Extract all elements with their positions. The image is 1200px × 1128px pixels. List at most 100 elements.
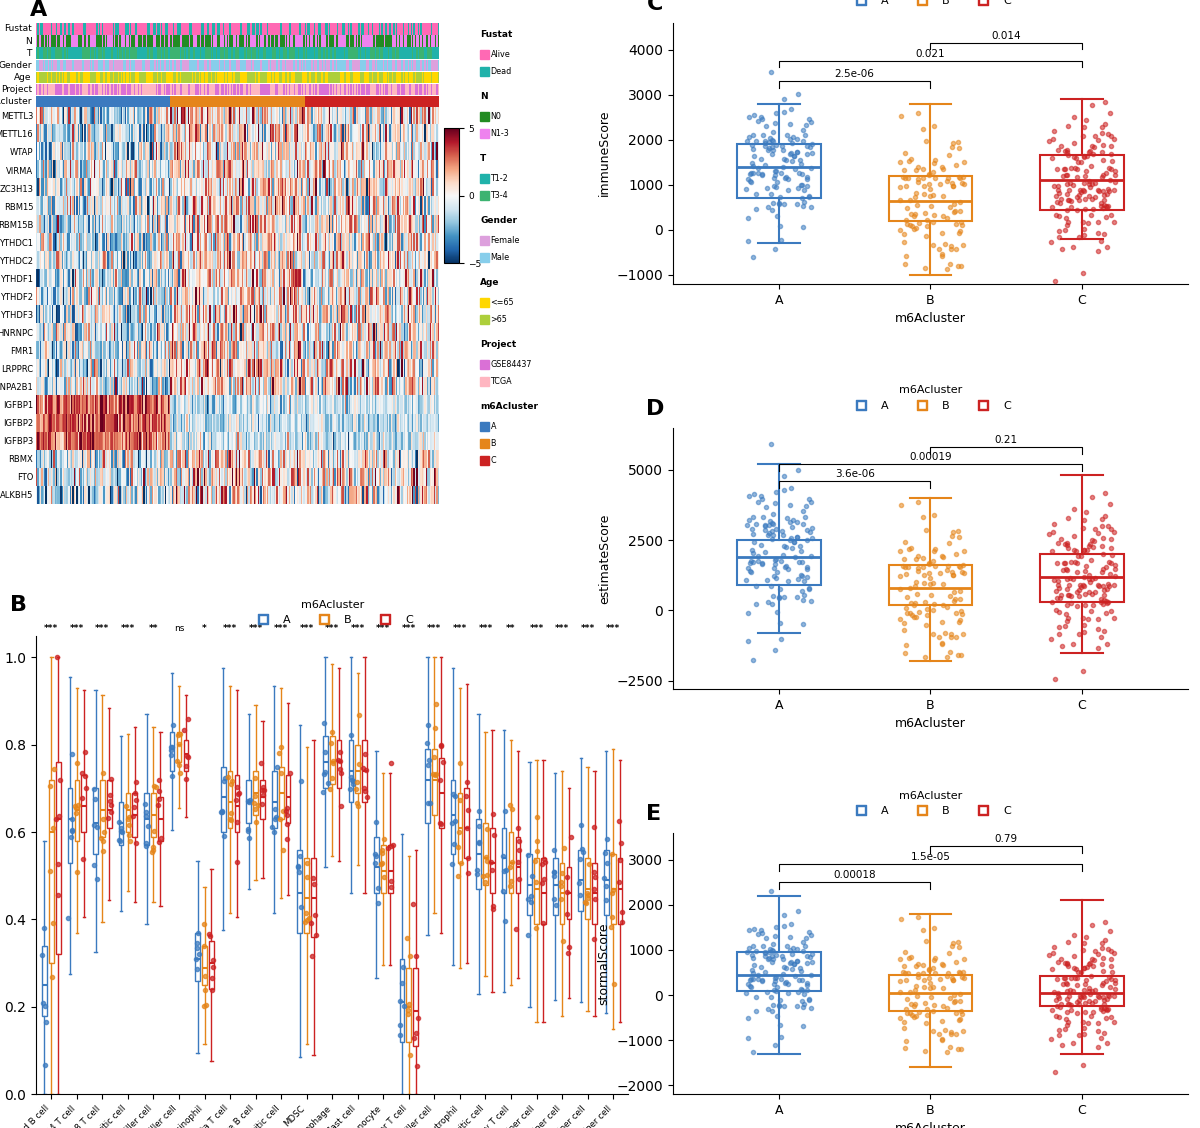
Point xyxy=(743,153,762,171)
Point xyxy=(774,158,793,176)
Point xyxy=(151,829,170,847)
Point xyxy=(775,467,794,485)
Point xyxy=(342,768,361,786)
Point xyxy=(902,1006,922,1024)
Point xyxy=(1075,585,1094,603)
Point xyxy=(791,151,810,169)
Point xyxy=(920,196,940,214)
Point xyxy=(533,914,552,932)
Point xyxy=(908,174,928,192)
PathPatch shape xyxy=(246,779,251,823)
Point xyxy=(1098,180,1117,199)
Point xyxy=(919,166,938,184)
Point xyxy=(758,999,778,1017)
Point xyxy=(1092,940,1111,958)
Point xyxy=(752,971,772,989)
Point xyxy=(1039,132,1058,150)
Point xyxy=(222,804,241,822)
Point xyxy=(450,791,469,809)
Point xyxy=(1074,511,1093,529)
Point xyxy=(737,984,756,1002)
Point xyxy=(941,1038,960,1056)
Point xyxy=(925,540,944,558)
Point xyxy=(756,963,775,981)
Point xyxy=(932,245,952,263)
Point xyxy=(1105,166,1124,184)
Point xyxy=(905,206,924,224)
Point xyxy=(355,782,374,800)
Point xyxy=(949,528,968,546)
Point xyxy=(775,90,794,108)
Point xyxy=(32,945,52,963)
Point xyxy=(782,960,802,978)
Point xyxy=(800,522,820,540)
Point xyxy=(1088,213,1108,231)
Point xyxy=(518,890,538,908)
Point xyxy=(767,483,786,501)
Point xyxy=(899,557,918,575)
Point xyxy=(802,945,821,963)
PathPatch shape xyxy=(151,793,156,837)
Point xyxy=(1085,531,1104,549)
Point xyxy=(1104,987,1123,1005)
Point xyxy=(908,169,928,187)
Point xyxy=(400,1046,419,1064)
Point xyxy=(895,644,914,662)
Y-axis label: Age: Age xyxy=(14,72,32,81)
Point xyxy=(1054,561,1073,579)
Point xyxy=(739,632,758,650)
Point xyxy=(1056,554,1075,572)
Point xyxy=(900,151,919,169)
Point xyxy=(917,932,936,950)
Point xyxy=(746,942,766,960)
Point xyxy=(204,951,223,969)
Point xyxy=(894,958,913,976)
Point xyxy=(760,523,779,541)
Point xyxy=(1088,131,1108,149)
Point xyxy=(277,816,296,834)
Point xyxy=(469,817,488,835)
Point xyxy=(559,944,578,962)
Point xyxy=(758,526,778,544)
Point xyxy=(940,535,959,553)
Point xyxy=(1064,959,1084,977)
Point xyxy=(595,870,614,888)
Text: Gender: Gender xyxy=(480,215,517,224)
Point xyxy=(500,858,520,876)
Point xyxy=(901,982,920,1001)
Point xyxy=(947,545,966,563)
PathPatch shape xyxy=(484,823,488,884)
Point xyxy=(950,985,970,1003)
Point xyxy=(756,929,775,948)
Point xyxy=(254,781,274,799)
Point xyxy=(328,751,347,769)
Point xyxy=(948,646,967,664)
Point xyxy=(1075,976,1094,994)
Point xyxy=(604,881,623,899)
Point xyxy=(758,199,778,217)
Point xyxy=(936,1021,955,1039)
Point xyxy=(950,1040,970,1058)
Point xyxy=(1074,540,1093,558)
Point xyxy=(905,995,924,1013)
Point xyxy=(941,643,960,661)
Point xyxy=(353,759,372,777)
Point xyxy=(905,997,924,1015)
Point xyxy=(270,744,289,763)
Point xyxy=(950,993,970,1011)
Point xyxy=(752,971,772,989)
Point xyxy=(1039,945,1058,963)
Point xyxy=(760,511,779,529)
Point xyxy=(780,954,799,972)
Point xyxy=(252,754,271,772)
Point xyxy=(36,997,55,1015)
Point xyxy=(947,628,966,646)
Point xyxy=(1070,987,1090,1005)
Point xyxy=(1057,953,1076,971)
PathPatch shape xyxy=(737,540,821,585)
Point xyxy=(493,882,512,900)
Point xyxy=(756,136,775,155)
Point xyxy=(743,964,762,982)
Point xyxy=(528,841,547,860)
Point xyxy=(1057,217,1076,235)
